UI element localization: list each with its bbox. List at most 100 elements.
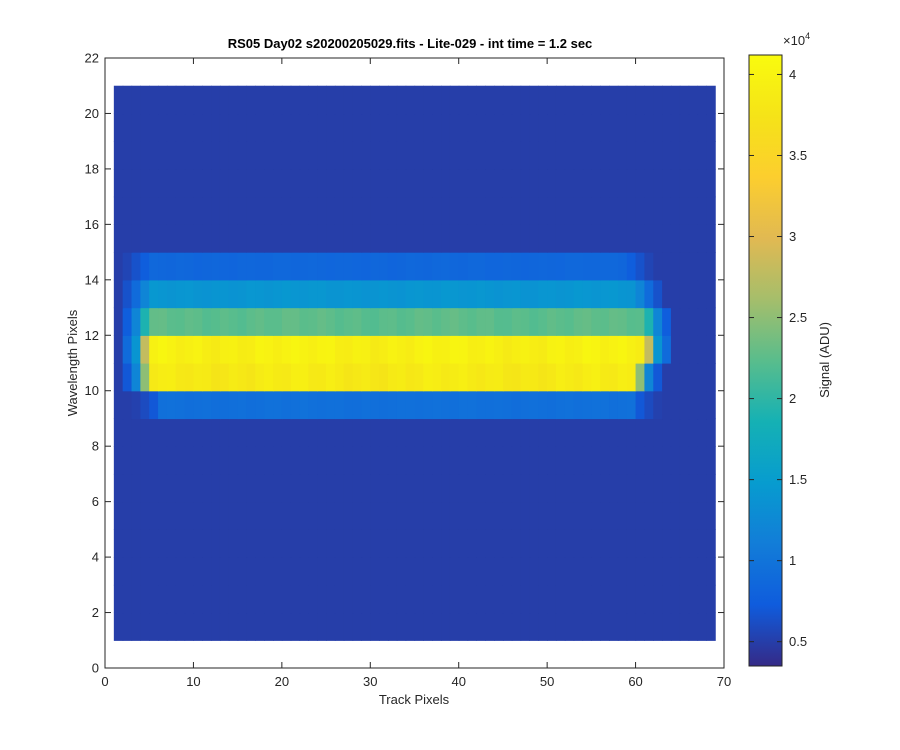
heatmap-cell bbox=[396, 501, 407, 530]
heatmap-cell bbox=[467, 224, 477, 253]
heatmap-cell bbox=[538, 141, 548, 170]
heatmap-cell bbox=[617, 307, 628, 336]
heatmap-cell bbox=[697, 557, 707, 586]
heatmap-cell bbox=[485, 446, 495, 475]
heatmap-cell bbox=[290, 196, 301, 225]
heatmap-cell bbox=[308, 390, 318, 420]
heatmap-cell bbox=[485, 113, 495, 142]
heatmap-cell bbox=[564, 529, 575, 558]
heatmap-cell bbox=[494, 113, 504, 142]
heatmap-cell bbox=[273, 612, 283, 641]
heatmap-cell bbox=[423, 501, 433, 530]
heatmap-cell bbox=[387, 529, 398, 558]
heatmap-cell bbox=[255, 279, 265, 309]
heatmap-cell bbox=[635, 446, 646, 475]
heatmap-cell bbox=[582, 168, 592, 198]
heatmap-cell bbox=[644, 584, 654, 614]
heatmap-cell bbox=[317, 224, 327, 253]
heatmap-cell bbox=[458, 418, 469, 447]
heatmap-cell bbox=[237, 85, 248, 115]
heatmap-cell bbox=[202, 252, 212, 281]
heatmap-cell bbox=[405, 168, 416, 198]
heatmap-cell bbox=[264, 196, 274, 225]
heatmap-cell bbox=[617, 252, 628, 281]
heatmap-cell bbox=[193, 557, 203, 586]
heatmap-cell bbox=[449, 168, 460, 198]
heatmap-cell bbox=[564, 473, 575, 503]
heatmap-cell bbox=[184, 224, 195, 253]
colorbar: 0.511.522.533.54 ×104 Signal (ADU) bbox=[748, 31, 832, 667]
heatmap-cell bbox=[228, 612, 239, 641]
heatmap-cell bbox=[246, 529, 256, 558]
heatmap-cell bbox=[609, 335, 619, 364]
heatmap-cell bbox=[255, 501, 265, 530]
heatmap-cell bbox=[228, 335, 239, 364]
heatmap-cell bbox=[502, 113, 513, 142]
heatmap-cell bbox=[485, 584, 495, 614]
heatmap-cell bbox=[361, 473, 371, 503]
heatmap-cell bbox=[131, 390, 141, 420]
heatmap-cell bbox=[370, 85, 380, 115]
heatmap-cell bbox=[441, 557, 451, 586]
heatmap-cell bbox=[609, 168, 619, 198]
heatmap-cell bbox=[706, 390, 716, 420]
heatmap-cell bbox=[441, 363, 451, 392]
heatmap-cell bbox=[379, 168, 389, 198]
x-tick-label: 0 bbox=[101, 674, 108, 689]
heatmap-cell bbox=[264, 557, 274, 586]
heatmap-cell bbox=[396, 224, 407, 253]
heatmap-cell bbox=[113, 529, 124, 558]
heatmap-cell bbox=[670, 307, 681, 336]
heatmap-cell bbox=[326, 113, 336, 142]
heatmap-cell bbox=[502, 224, 513, 253]
heatmap-cell bbox=[290, 529, 301, 558]
heatmap-cell bbox=[246, 196, 256, 225]
heatmap-cell bbox=[334, 307, 345, 336]
heatmap-cell bbox=[361, 279, 371, 309]
heatmap-cell bbox=[317, 85, 327, 115]
heatmap-cell bbox=[184, 473, 195, 503]
heatmap-cell bbox=[281, 390, 292, 420]
heatmap-cell bbox=[414, 196, 424, 225]
heatmap-cell bbox=[564, 85, 575, 115]
heatmap-cell bbox=[617, 141, 628, 170]
heatmap-cell bbox=[211, 85, 221, 115]
heatmap-cell bbox=[246, 335, 256, 364]
heatmap-cell bbox=[511, 363, 522, 392]
heatmap-cell bbox=[432, 390, 442, 420]
heatmap-cell bbox=[644, 335, 654, 364]
heatmap-cell bbox=[379, 557, 389, 586]
heatmap-cell bbox=[529, 252, 539, 281]
heatmap-cell bbox=[688, 113, 699, 142]
heatmap-cell bbox=[264, 335, 274, 364]
heatmap-cell bbox=[441, 196, 451, 225]
heatmap-cell bbox=[281, 279, 292, 309]
heatmap-cell bbox=[662, 168, 672, 198]
heatmap-cell bbox=[166, 279, 177, 309]
heatmap-cell bbox=[591, 529, 601, 558]
heatmap-cell bbox=[423, 168, 433, 198]
x-axis-label: Track Pixels bbox=[379, 692, 450, 707]
heatmap-cell bbox=[228, 501, 239, 530]
heatmap-cell bbox=[609, 224, 619, 253]
heatmap-cell bbox=[228, 252, 239, 281]
heatmap-cell bbox=[122, 141, 133, 170]
heatmap-cell bbox=[653, 584, 663, 614]
heatmap-cell bbox=[158, 85, 168, 115]
heatmap-cell bbox=[326, 529, 336, 558]
heatmap-cell bbox=[317, 363, 327, 392]
heatmap-cell bbox=[211, 307, 221, 336]
heatmap-cell bbox=[626, 501, 637, 530]
heatmap-cell bbox=[529, 501, 539, 530]
heatmap-cell bbox=[228, 196, 239, 225]
heatmap-cell bbox=[670, 168, 681, 198]
heatmap-cell bbox=[414, 557, 424, 586]
heatmap-cell bbox=[387, 307, 398, 336]
heatmap-cell bbox=[617, 224, 628, 253]
heatmap-cell bbox=[299, 584, 309, 614]
heatmap-cell bbox=[228, 584, 239, 614]
heatmap-cell bbox=[564, 252, 575, 281]
heatmap-cell bbox=[635, 363, 646, 392]
heatmap-cell bbox=[670, 584, 681, 614]
heatmap-cell bbox=[281, 612, 292, 641]
